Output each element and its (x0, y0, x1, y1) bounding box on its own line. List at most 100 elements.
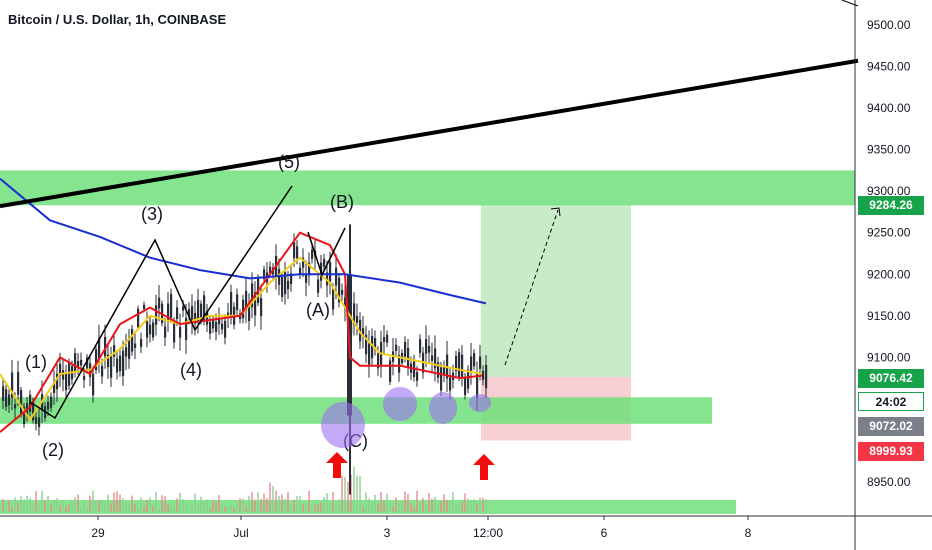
candle-body (245, 290, 248, 311)
volume-bar (311, 507, 313, 512)
volume-bar (407, 493, 409, 512)
volume-bar (227, 506, 229, 512)
volume-bar (140, 497, 142, 512)
candle-body (473, 352, 476, 367)
volume-bar (257, 492, 259, 512)
highlight-ellipse (469, 394, 491, 412)
volume-bar (338, 499, 340, 512)
volume-bar (200, 496, 202, 512)
candle-body (443, 367, 446, 376)
candle-body (386, 334, 389, 343)
candle-body (296, 246, 299, 259)
volume-bar (119, 494, 121, 512)
volume-bar (410, 503, 412, 512)
up-arrow-icon (473, 454, 495, 480)
volume-bar (293, 499, 295, 512)
volume-bar (482, 497, 484, 512)
volume-bar (323, 497, 325, 512)
profit-zone (481, 204, 631, 377)
candle-body (86, 357, 89, 369)
volume-bar (149, 497, 151, 512)
candle-body (230, 292, 233, 318)
candle-body (50, 396, 53, 408)
candle-body (458, 352, 461, 377)
volume-bar (92, 490, 94, 512)
volume-bar (71, 499, 73, 512)
last-price-tag: 9076.42 (858, 369, 924, 388)
wave-label: (2) (42, 440, 64, 460)
volume-bar (146, 499, 148, 512)
candle-body (62, 370, 65, 380)
volume-bar (215, 501, 217, 512)
volume-bar (125, 502, 127, 512)
volume-bar (86, 507, 88, 512)
volume-bar (101, 499, 103, 512)
projection-arrow (504, 209, 559, 366)
price-tick-label: 9450.00 (867, 60, 911, 74)
volume-bar (236, 500, 238, 512)
volume-bar (95, 500, 97, 512)
candle-body (20, 390, 23, 415)
volume-bar (167, 503, 169, 512)
volume-bar (248, 496, 250, 512)
candle-body (173, 323, 176, 343)
volume-bar (104, 503, 106, 512)
candle-body (482, 370, 485, 380)
volume-bar (143, 506, 145, 512)
volume-bar (56, 498, 58, 512)
volume-bar (182, 499, 184, 512)
candle-body (17, 372, 20, 395)
candle-body (437, 362, 440, 378)
volume-bar (299, 495, 301, 512)
candle-body (419, 339, 422, 353)
candle-body (398, 355, 401, 373)
volume-bar (14, 497, 16, 512)
candle-body (485, 364, 488, 389)
candle-body (416, 372, 419, 381)
candle-body (284, 272, 287, 295)
candle-body (146, 321, 149, 338)
volume-bar (2, 499, 4, 512)
volume-bar (398, 503, 400, 512)
candle-body (59, 363, 62, 376)
volume-bar (314, 504, 316, 512)
candle-body (203, 295, 206, 322)
volume-bar (305, 502, 307, 512)
volume-bar (50, 504, 52, 512)
volume-bar (224, 506, 226, 512)
highlight-ellipse (321, 402, 365, 448)
volume-bar (17, 502, 19, 512)
volume-bar (287, 492, 289, 512)
volume-bar (44, 500, 46, 512)
volume-bar (431, 498, 433, 512)
candle-body (176, 307, 179, 319)
volume-bar (239, 498, 241, 512)
volume-bar (395, 497, 397, 512)
volume-bar (23, 499, 25, 512)
candle-body (464, 377, 467, 395)
volume-bar (26, 495, 28, 512)
candle-body (32, 400, 35, 421)
candle-body (107, 354, 110, 368)
candle-body (200, 303, 203, 321)
candle-body (251, 283, 254, 308)
volume-bar (251, 491, 253, 512)
candle-body (149, 324, 152, 335)
candle-body (368, 343, 371, 365)
volume-bar (47, 495, 49, 512)
volume-bar (470, 499, 472, 512)
candle-body (128, 338, 131, 359)
candle-body (98, 338, 101, 360)
candle-body (11, 372, 14, 398)
price-tick-label: 9150.00 (867, 309, 911, 323)
volume-bar (38, 505, 40, 512)
price-tick-label: 9500.00 (867, 18, 911, 32)
candle-body (221, 323, 224, 330)
volume-bar (176, 498, 178, 512)
volume-bar (389, 506, 391, 512)
volume-bar (317, 503, 319, 512)
volume-bar (380, 492, 382, 512)
volume-bar (152, 505, 154, 512)
